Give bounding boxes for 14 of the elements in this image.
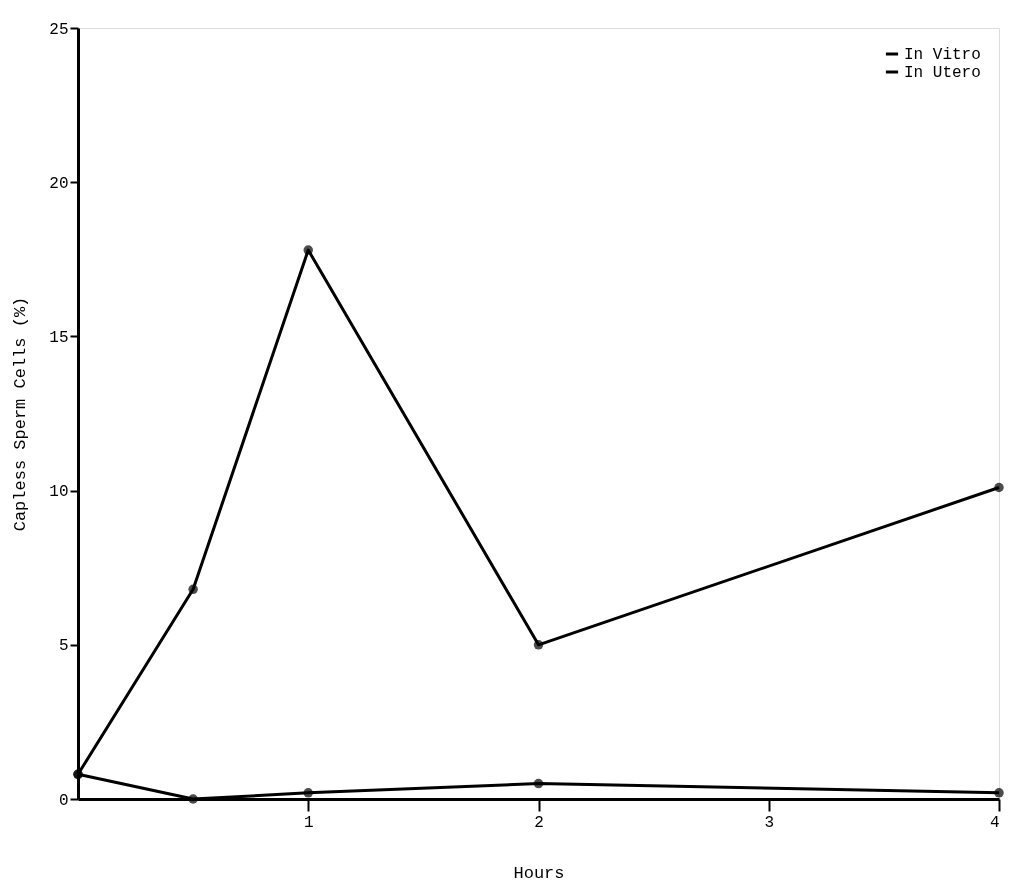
y-tick-label: 5 [58,637,69,656]
y-tick-label: 15 [49,328,69,347]
legend-label: In Utero [904,64,981,82]
legend-label: In Vitro [904,46,981,64]
y-axis-title: Capless Sperm Cells (%) [11,296,31,532]
x-tick-label: 3 [764,813,775,832]
y-tick-label: 0 [58,791,69,810]
y-tick-label: 10 [49,483,69,502]
x-tick-label: 2 [534,813,544,832]
x-tick-label: 4 [989,813,1000,832]
y-tick-label: 25 [49,20,69,39]
x-axis-title: Hours [513,863,565,883]
y-tick-label: 20 [49,174,69,193]
x-tick-label: 1 [303,813,314,832]
